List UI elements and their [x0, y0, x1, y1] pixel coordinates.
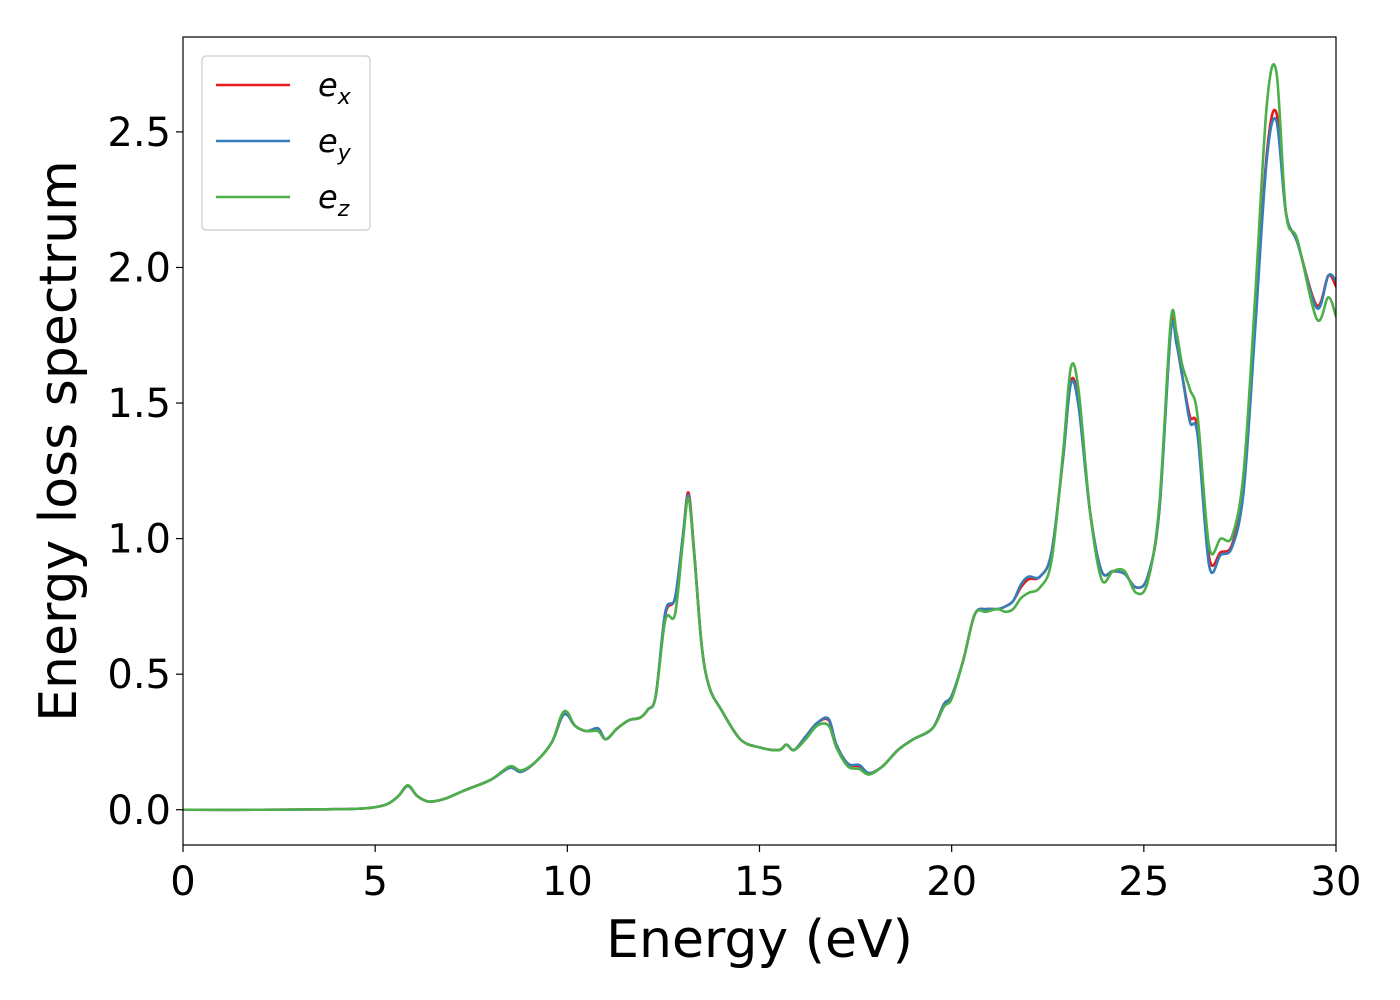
- legend-label-y: ey: [318, 122, 352, 166]
- x-tick-label: 10: [542, 859, 593, 905]
- legend-label-x: ex: [318, 66, 352, 110]
- series-line-z: [183, 63, 1336, 812]
- x-axis-title: Energy (eV): [606, 910, 913, 970]
- legend-items: ex ey ez: [216, 66, 352, 222]
- x-tick-label: 20: [926, 859, 977, 905]
- y-tick-label: 0.5: [107, 652, 171, 698]
- y-axis-ticks: 0.0 0.5 1.0 1.5 2.0 2.5: [107, 110, 183, 834]
- x-tick-label: 30: [1311, 859, 1362, 905]
- y-tick-label: 2.5: [107, 110, 171, 156]
- x-tick-label: 0: [170, 859, 195, 905]
- legend-box: [201, 55, 371, 231]
- y-tick-label: 1.5: [107, 381, 171, 427]
- y-tick-label: 2.0: [107, 245, 171, 291]
- x-tick-label: 15: [734, 859, 785, 905]
- legend: ex ey ez: [201, 55, 371, 231]
- x-tick-label: 5: [362, 859, 387, 905]
- y-axis-title: Energy loss spectrum: [29, 160, 89, 722]
- y-tick-label: 0.0: [107, 788, 171, 834]
- series-layer: [183, 63, 1336, 812]
- legend-label-z: ez: [318, 178, 350, 222]
- x-tick-label: 25: [1118, 859, 1169, 905]
- y-tick-label: 1.0: [107, 517, 171, 563]
- x-axis-ticks: 0 5 10 15 20 25 30: [170, 845, 1361, 905]
